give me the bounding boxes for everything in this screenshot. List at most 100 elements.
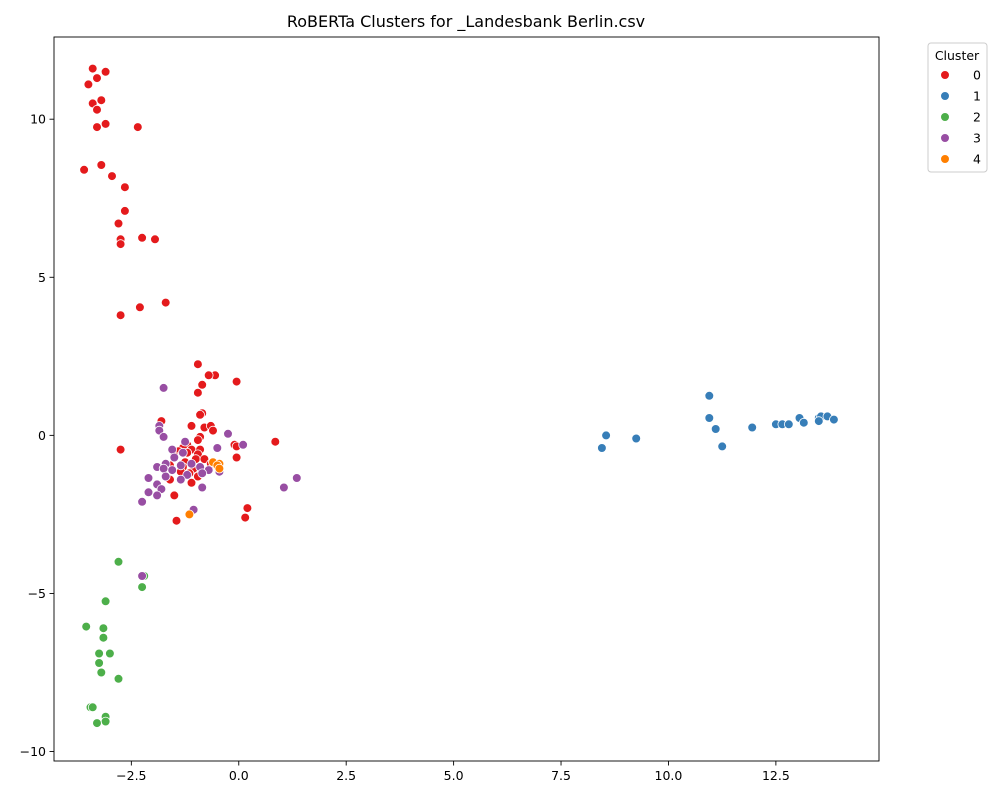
point-cluster-3-35 xyxy=(137,571,147,581)
point-cluster-4-4 xyxy=(184,509,195,520)
point-cluster-0-4 xyxy=(96,95,107,105)
point-cluster-2-16 xyxy=(92,718,102,728)
point-cluster-0-14 xyxy=(120,206,130,216)
point-cluster-3-10 xyxy=(169,452,180,463)
point-cluster-0-9 xyxy=(133,122,143,132)
y-tick-label: 10 xyxy=(30,112,46,127)
y-tick-label: −5 xyxy=(28,586,46,601)
point-cluster-2-5 xyxy=(98,623,109,633)
point-cluster-2-8 xyxy=(105,648,115,659)
point-cluster-0-1 xyxy=(100,67,111,77)
point-cluster-0-23 xyxy=(193,359,203,370)
point-cluster-2-2 xyxy=(137,582,147,592)
point-cluster-3-32 xyxy=(291,473,302,483)
point-cluster-3-30 xyxy=(197,482,208,493)
point-cluster-0-49 xyxy=(231,452,242,463)
point-cluster-0-19 xyxy=(150,234,160,245)
point-cluster-2-4 xyxy=(81,621,91,632)
point-cluster-3-8 xyxy=(180,436,190,447)
legend-title: Cluster xyxy=(935,48,980,63)
x-tick-label: 0.0 xyxy=(229,768,249,783)
point-cluster-0-30 xyxy=(195,409,205,420)
legend-label-1: 1 xyxy=(973,89,981,104)
x-tick-label: 2.5 xyxy=(336,768,356,783)
legend-marker-2 xyxy=(940,112,950,122)
chart-title: RoBERTa Clusters for _Landesbank Berlin.… xyxy=(287,12,645,32)
point-cluster-2-7 xyxy=(94,648,104,659)
point-cluster-3-5 xyxy=(238,439,248,450)
y-tick-label: −10 xyxy=(20,744,46,759)
legend: Cluster 0 1 2 3 4 xyxy=(927,42,988,173)
point-cluster-2-0 xyxy=(113,556,124,567)
point-cluster-0-63 xyxy=(186,477,197,488)
point-cluster-0-15 xyxy=(113,218,124,229)
x-tick-label: 7.5 xyxy=(551,768,571,783)
point-cluster-0-64 xyxy=(169,490,180,501)
point-cluster-0-25 xyxy=(203,370,214,381)
point-cluster-3-15 xyxy=(176,460,186,471)
legend-label-0: 0 xyxy=(973,68,981,83)
point-cluster-3-16 xyxy=(186,458,197,469)
point-cluster-3-7 xyxy=(212,443,223,453)
point-cluster-0-27 xyxy=(197,379,208,390)
y-tick-label: 0 xyxy=(38,428,46,443)
point-cluster-3-29 xyxy=(152,490,162,501)
x-tick-label: −2.5 xyxy=(116,768,146,783)
y-axis: −10 −5 0 5 10 xyxy=(20,112,54,759)
point-cluster-0-28 xyxy=(193,387,203,398)
point-cluster-0-2 xyxy=(92,73,102,83)
point-cluster-3-24 xyxy=(197,468,208,479)
point-cluster-1-2 xyxy=(710,424,721,434)
point-cluster-3-4 xyxy=(223,428,233,439)
point-cluster-0-6 xyxy=(92,104,102,115)
x-tick-label: 5.0 xyxy=(444,768,464,783)
point-cluster-1-1 xyxy=(704,413,715,423)
point-cluster-2-3 xyxy=(100,596,111,607)
legend-label-3: 3 xyxy=(973,131,981,146)
point-cluster-0-12 xyxy=(107,171,117,181)
point-cluster-3-6 xyxy=(167,444,178,455)
point-cluster-3-33 xyxy=(137,496,147,507)
point-cluster-3-13 xyxy=(158,463,169,474)
point-cluster-1-12 xyxy=(798,417,809,428)
point-cluster-0-52 xyxy=(199,454,210,464)
point-cluster-3-31 xyxy=(279,482,289,493)
point-cluster-0-11 xyxy=(79,165,89,175)
point-cluster-0-13 xyxy=(120,182,130,193)
point-cluster-0-20 xyxy=(160,297,171,308)
y-tick-label: 5 xyxy=(38,270,46,285)
points-layer xyxy=(79,63,839,728)
point-cluster-0-38 xyxy=(270,436,281,447)
plot-frame xyxy=(53,36,880,762)
point-cluster-1-6 xyxy=(631,433,641,444)
point-cluster-1-5 xyxy=(597,443,607,453)
point-cluster-0-8 xyxy=(92,122,102,132)
point-cluster-3-21 xyxy=(182,470,193,480)
point-cluster-0-65 xyxy=(242,503,253,513)
point-cluster-2-11 xyxy=(113,673,124,684)
point-cluster-0-7 xyxy=(100,119,111,129)
legend-marker-4 xyxy=(940,154,950,164)
point-cluster-0-0 xyxy=(87,63,98,74)
point-cluster-0-32 xyxy=(186,421,197,431)
point-cluster-0-10 xyxy=(96,160,107,170)
point-cluster-0-17 xyxy=(115,239,126,249)
point-cluster-0-37 xyxy=(193,435,203,445)
point-cluster-1-4 xyxy=(601,430,611,441)
point-cluster-2-15 xyxy=(100,716,111,727)
legend-label-2: 2 xyxy=(973,110,981,125)
point-cluster-0-18 xyxy=(137,233,147,243)
point-cluster-3-0 xyxy=(158,383,169,393)
point-cluster-3-22 xyxy=(176,474,186,485)
point-cluster-0-22 xyxy=(115,310,126,321)
point-cluster-2-6 xyxy=(98,632,109,643)
point-cluster-3-9 xyxy=(178,447,188,458)
point-cluster-1-0 xyxy=(704,390,715,401)
point-cluster-3-23 xyxy=(160,471,171,482)
point-cluster-4-3 xyxy=(214,463,225,474)
legend-marker-3 xyxy=(940,133,950,143)
point-cluster-0-35 xyxy=(208,425,218,436)
point-cluster-2-9 xyxy=(94,658,104,668)
point-cluster-3-14 xyxy=(167,465,178,475)
